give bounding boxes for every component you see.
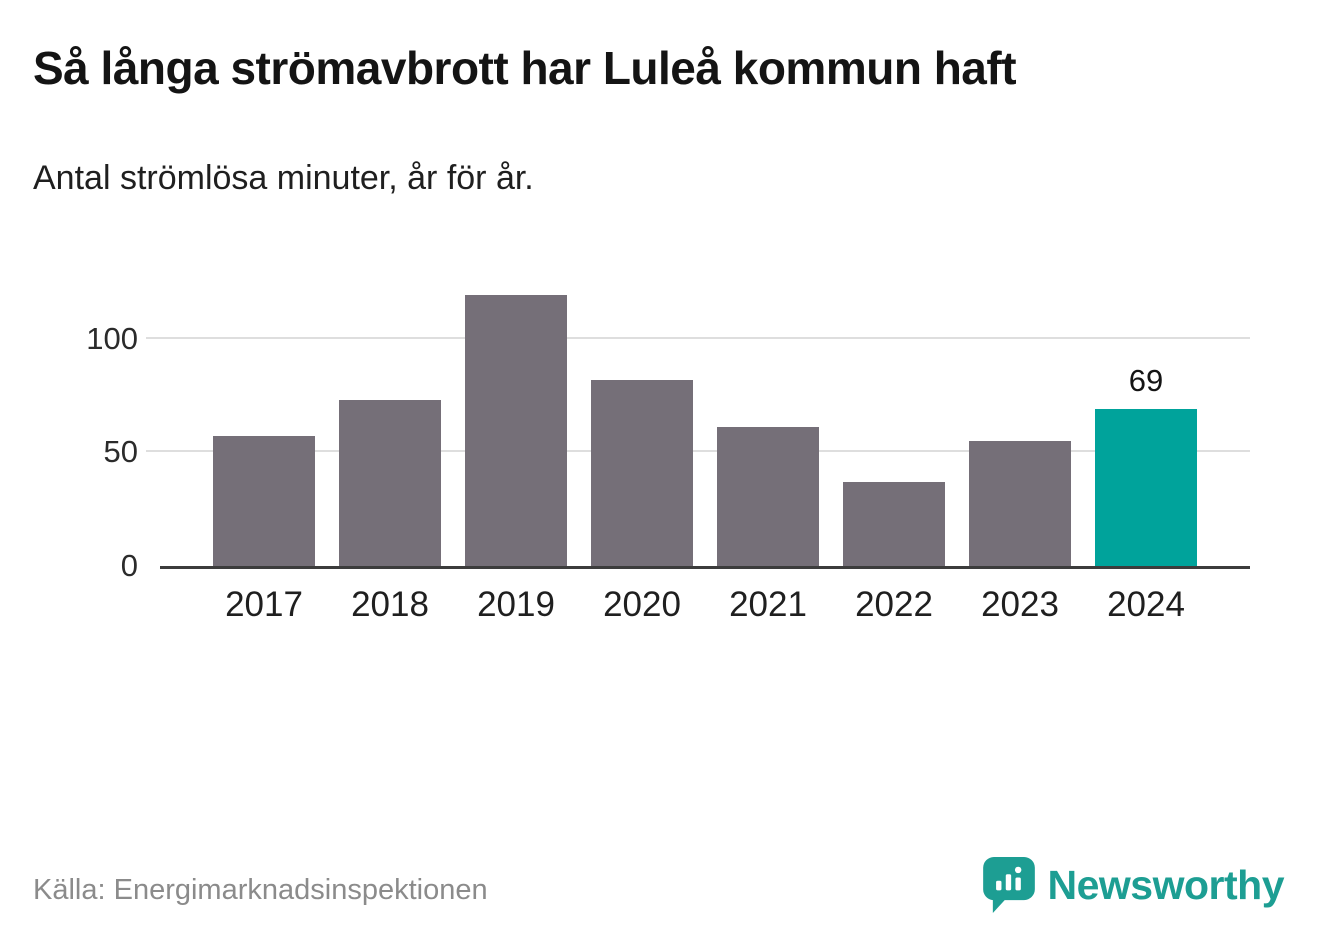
y-tick-label-100: 100 <box>86 320 138 356</box>
newsworthy-wordmark: Newsworthy <box>1047 861 1285 908</box>
x-axis-labels: 2017 2018 2019 2020 2021 2022 2023 2024 <box>160 585 1250 625</box>
newsworthy-logo: Newsworthy <box>982 857 1285 913</box>
bar-col-2024: 69 <box>1095 363 1197 567</box>
x-tick-label-2017: 2017 <box>225 585 303 625</box>
bar-2017 <box>213 436 315 567</box>
x-tick-label-2019: 2019 <box>477 585 555 625</box>
bar-2019 <box>465 295 567 567</box>
page-title: Så långa strömavbrott har Luleå kommun h… <box>33 42 1017 94</box>
bar-2020 <box>591 379 693 567</box>
value-label-2024: 69 <box>1128 363 1164 399</box>
bar-chart-bubble-icon <box>982 857 1035 913</box>
bar-col-2018 <box>339 400 441 567</box>
y-tick-label-0: 0 <box>120 548 138 584</box>
y-tick-label-50: 50 <box>103 434 138 470</box>
bar-col-2022 <box>843 481 945 567</box>
x-tick-label-2023: 2023 <box>981 585 1059 625</box>
bars: 69 <box>160 284 1250 567</box>
bar-2022 <box>843 481 945 567</box>
x-tick-label-2022: 2022 <box>855 585 933 625</box>
bar-2024 <box>1095 409 1197 567</box>
bar-2021 <box>717 427 819 567</box>
bar-2023 <box>969 440 1071 567</box>
bar-col-2023 <box>969 440 1071 567</box>
x-tick-label-2021: 2021 <box>729 585 807 625</box>
source-text: Källa: Energimarknadsinspektionen <box>33 874 488 906</box>
x-tick-label-2020: 2020 <box>603 585 681 625</box>
bar-col-2021 <box>717 427 819 567</box>
bar-col-2017 <box>213 436 315 567</box>
x-tick-label-2024: 2024 <box>1107 585 1185 625</box>
bar-col-2019 <box>465 295 567 567</box>
gridline-100 <box>146 336 1250 339</box>
bar-col-2020 <box>591 379 693 567</box>
gridline-50 <box>146 450 1250 453</box>
x-tick-label-2018: 2018 <box>351 585 429 625</box>
plot-area: 0 50 100 69 <box>86 284 1250 583</box>
bar-2018 <box>339 400 441 567</box>
chart-subtitle: Antal strömlösa minuter, år för år. <box>33 159 534 198</box>
bar-chart: 0 50 100 69 2017 2018 2019 2020 2021 2022 2023 202… <box>33 284 1289 625</box>
